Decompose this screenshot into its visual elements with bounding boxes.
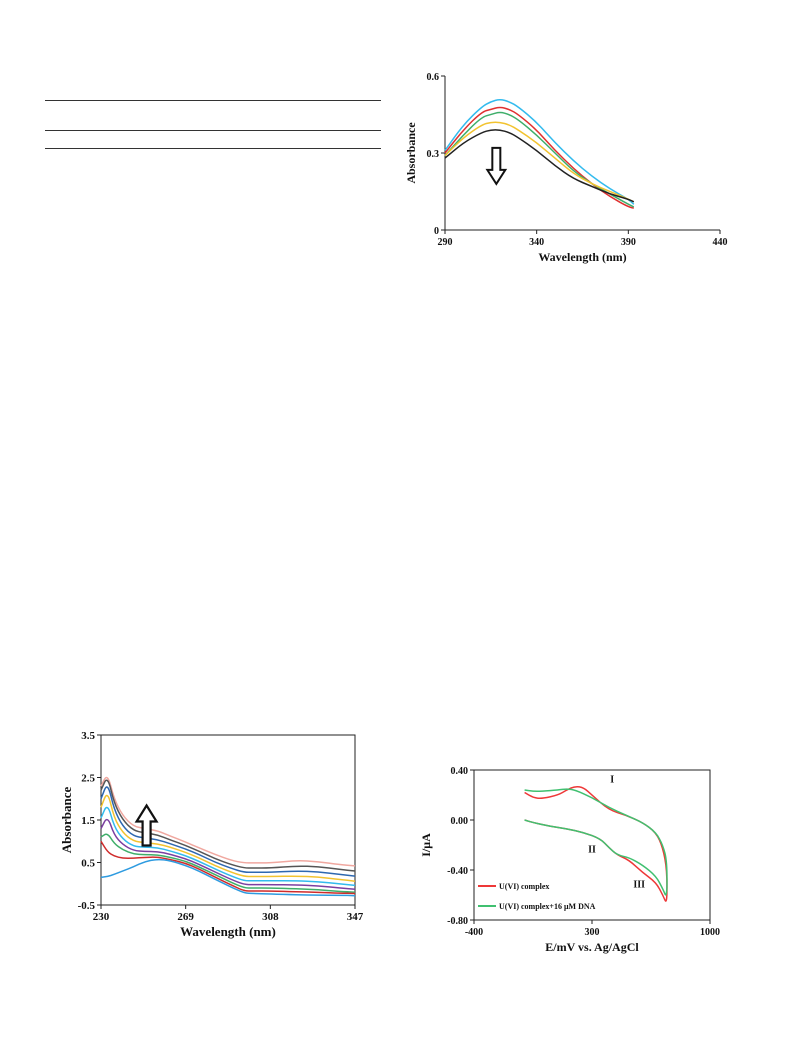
x-tick-label: 1000 <box>700 927 720 938</box>
series-line-5 <box>444 129 635 203</box>
series-line-5 <box>100 806 356 887</box>
series-line-3 <box>100 786 356 877</box>
legend-label: U(VI) complex+16 μM DNA <box>499 902 596 911</box>
chart-uv-top-right: 290 340 390 440 0 0.3 0.6 Wavelength (nm) Absorb… <box>400 62 740 270</box>
x-tick-label: 300 <box>585 927 600 938</box>
x-tick-label: 269 <box>177 911 194 923</box>
series-line-7 <box>100 833 356 894</box>
chart-uv-bottom-left-svg: 230 269 308 347 -0.5 0.5 1.5 2.5 3.5 Wavelength (… <box>59 730 364 939</box>
x-tick-label: 290 <box>438 237 453 248</box>
y-tick-label: 0.40 <box>451 766 469 777</box>
chart-uv-bottom-left: 230 269 308 347 -0.5 0.5 1.5 2.5 3.5 Wavelength (… <box>55 725 375 955</box>
y-tick-label: 3.5 <box>81 730 95 742</box>
y-axis-label: I/μA <box>419 833 433 857</box>
series-line-1 <box>100 776 356 867</box>
x-tick-label: 308 <box>262 911 279 923</box>
series-line-2 <box>100 779 356 872</box>
x-tick-label: 340 <box>529 237 544 248</box>
legend: U(VI) complex U(VI) complex+16 μM DNA <box>478 882 596 911</box>
y-tick-label: 0.5 <box>81 858 95 870</box>
chart-uv-top-right-svg: 290 340 390 440 0 0.3 0.6 Wavelength (nm) Absorb… <box>404 72 728 264</box>
x-tick-label: 440 <box>713 237 728 248</box>
y-tick-label: 0.6 <box>427 72 440 83</box>
series-line-9 <box>100 858 356 897</box>
up-arrow-icon <box>134 803 159 847</box>
legend-label: U(VI) complex <box>499 882 549 891</box>
y-tick-label: 1.5 <box>81 815 95 827</box>
series-line-6 <box>100 818 356 891</box>
chart-cv-bottom-right: -400 300 1000 0.40 0.00 -0.40 -0.80 E/mV vs. Ag… <box>410 758 740 963</box>
y-tick-label: 0.00 <box>451 816 469 827</box>
series-line-2 <box>524 788 668 896</box>
y-tick-label: 0.3 <box>427 149 440 160</box>
table-rules <box>45 100 381 152</box>
series-line-4 <box>100 794 356 882</box>
peak-label-3: III <box>633 880 645 891</box>
x-tick-label: -400 <box>465 927 483 938</box>
series-line-3 <box>444 111 635 208</box>
series-line-1 <box>444 99 635 205</box>
down-arrow-icon <box>485 146 508 186</box>
x-tick-label: 230 <box>93 911 110 923</box>
y-tick-label: 2.5 <box>81 773 95 785</box>
peak-label-1: I <box>610 775 614 786</box>
table-top-rule <box>45 100 381 101</box>
series-line-8 <box>100 840 356 895</box>
chart-cv-bottom-right-svg: -400 300 1000 0.40 0.00 -0.40 -0.80 E/mV vs. Ag… <box>419 766 720 954</box>
y-tick-label: -0.40 <box>447 866 468 877</box>
table-header-rule <box>45 130 381 131</box>
y-tick-label: -0.5 <box>78 900 96 912</box>
y-axis-label: Absorbance <box>59 787 74 854</box>
series-line-2 <box>444 106 634 209</box>
x-axis-label: Wavelength (nm) <box>180 924 276 939</box>
peak-label-2: II <box>588 845 596 856</box>
y-tick-label: -0.80 <box>447 916 468 927</box>
x-axis-label: E/mV vs. Ag/AgCl <box>545 940 639 954</box>
x-axis-label: Wavelength (nm) <box>538 250 626 264</box>
x-tick-label: 390 <box>621 237 636 248</box>
series-line-4 <box>444 121 635 203</box>
y-axis-label: Absorbance <box>404 122 418 184</box>
table-bottom-rule <box>45 148 381 149</box>
x-tick-label: 347 <box>347 911 364 923</box>
y-tick-label: 0 <box>434 226 439 237</box>
